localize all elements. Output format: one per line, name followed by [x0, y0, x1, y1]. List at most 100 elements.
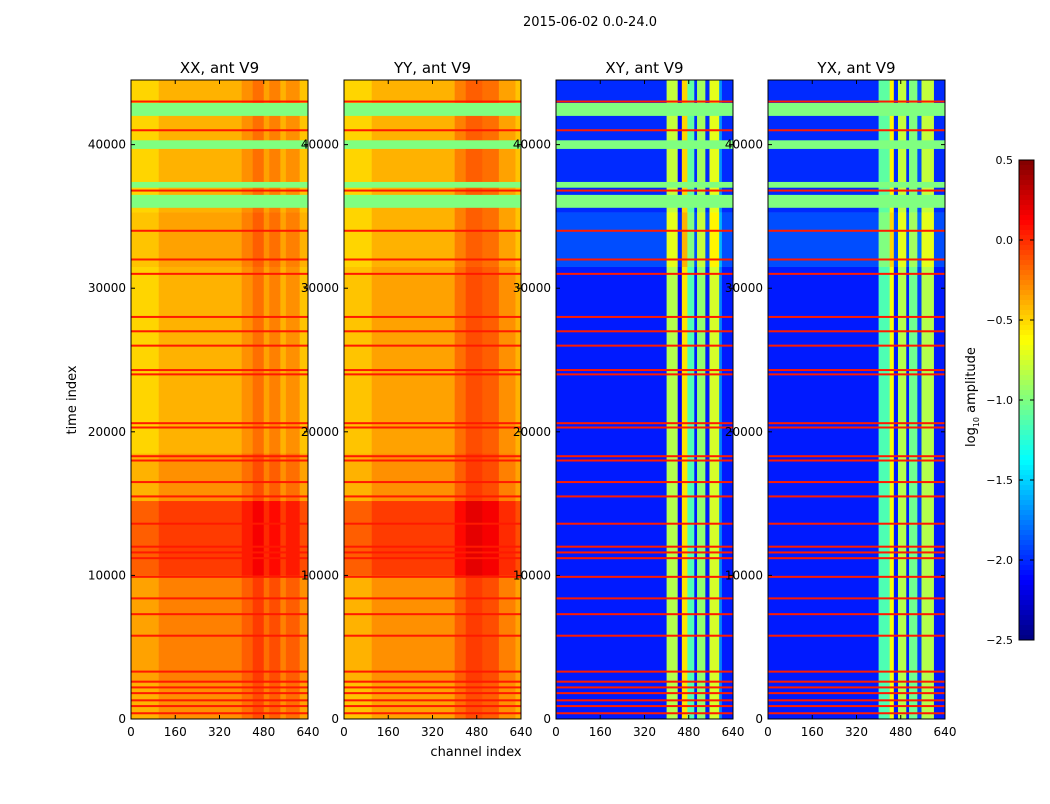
flagged-line [131, 699, 308, 702]
colorbar-swatch [1019, 200, 1034, 206]
heatmap-cell [269, 575, 281, 684]
heatmap-cell [252, 212, 265, 267]
heatmap-cell [498, 453, 516, 502]
heatmap-cell [158, 500, 242, 576]
flagged-line [556, 455, 733, 458]
heatmap-cell [344, 575, 372, 684]
flagged-line [768, 699, 945, 702]
colorbar-swatch [1019, 160, 1034, 166]
colorbar-swatch [1019, 520, 1034, 526]
colorbar-swatch [1019, 310, 1034, 316]
colorbar-swatch [1019, 245, 1034, 251]
colorbar-swatch [1019, 510, 1034, 516]
flagged-line [131, 551, 308, 554]
colorbar-swatch [1019, 495, 1034, 501]
colorbar-swatch [1019, 410, 1034, 416]
heatmap-cell [299, 453, 309, 502]
colorbar-swatch [1019, 440, 1034, 446]
heatmap-cell [252, 500, 265, 576]
flagged-line [344, 575, 521, 578]
flagged-line [344, 545, 521, 548]
colorbar-swatch [1019, 450, 1034, 456]
colorbar-swatch [1019, 530, 1034, 536]
heatmap-cell [299, 500, 309, 576]
flagged-band [131, 140, 308, 149]
colorbar-swatch [1019, 305, 1034, 311]
heatmap-cell [454, 500, 466, 576]
flagged-line [344, 481, 521, 484]
flagged-line [556, 686, 733, 689]
panels: XX, ant V9 0 160 320 480 640 0 10000 20000 30000 4… [88, 59, 957, 739]
colorbar-swatch [1019, 225, 1034, 231]
heatmap-cell [263, 266, 270, 454]
colorbar-swatch [1019, 235, 1034, 241]
colorbar-swatch [1019, 300, 1034, 306]
heatmap-cell [263, 212, 270, 267]
colorbar-swatch [1019, 485, 1034, 491]
panel-2: XY, ant V9 0 160 320 480 640 0 10000 20000 30000 4… [513, 59, 745, 739]
y-tick-label: 10000 [301, 568, 339, 582]
flagged-band [556, 140, 733, 149]
heatmap-cell [158, 266, 242, 454]
colorbar-swatch [1019, 415, 1034, 421]
heatmap-cell [285, 266, 301, 454]
flagged-line [556, 229, 733, 232]
flagged-line [344, 129, 521, 132]
heatmap-cell [269, 453, 281, 502]
flagged-line [556, 634, 733, 637]
colorbar-swatch [1019, 280, 1034, 286]
flagged-line [768, 459, 945, 462]
y-tick-label: 20000 [88, 425, 126, 439]
panel-1: YY, ant V9 0 160 320 480 640 0 10000 20000 30000 4… [301, 59, 533, 739]
colorbar-swatch [1019, 275, 1034, 281]
colorbar-swatch [1019, 195, 1034, 201]
flagged-line [131, 613, 308, 616]
colorbar-swatch [1019, 170, 1034, 176]
colorbar-swatch [1019, 610, 1034, 616]
colorbar-swatch [1019, 570, 1034, 576]
flagged-line [131, 712, 308, 715]
colorbar-swatch [1019, 290, 1034, 296]
figure-title: 2015-06-02 0.0-24.0 [523, 15, 657, 30]
flagged-line [556, 551, 733, 554]
colorbar-swatch [1019, 575, 1034, 581]
x-tick-label: 160 [589, 725, 612, 739]
heatmap-cell [465, 453, 483, 502]
flagged-line [556, 129, 733, 132]
heatmap-cell [921, 212, 935, 267]
flagged-line [768, 189, 945, 192]
x-tick-label: 640 [297, 725, 320, 739]
y-tick-label: 30000 [301, 281, 339, 295]
colorbar-swatch [1019, 250, 1034, 256]
colorbar-swatch [1019, 260, 1034, 266]
heatmap-cell [252, 575, 265, 684]
flagged-line [131, 597, 308, 600]
heatmap-cell [681, 266, 688, 720]
flagged-line [768, 712, 945, 715]
x-tick-label: 0 [764, 725, 772, 739]
x-tick-label: 320 [845, 725, 868, 739]
heatmap-cell [933, 212, 946, 267]
heatmap-cell [697, 266, 706, 720]
heatmap-cell [299, 212, 309, 267]
heatmap-cell [371, 266, 455, 454]
flagged-band [556, 102, 733, 116]
heatmap-cell [893, 212, 899, 267]
flagged-line [768, 330, 945, 333]
colorbar-swatch [1019, 435, 1034, 441]
flagged-line [768, 455, 945, 458]
flagged-line [768, 315, 945, 318]
colorbar-swatch [1019, 360, 1034, 366]
colorbar-swatch [1019, 330, 1034, 336]
colorbar: 0.5 0.0 −0.5 −1.0 −1.5 −2.0 −2.5 [986, 154, 1035, 647]
flagged-line [556, 330, 733, 333]
flagged-band [131, 181, 308, 188]
flagged-line [344, 426, 521, 429]
flagged-band [344, 102, 521, 116]
y-tick-label: 20000 [301, 425, 339, 439]
flagged-line [556, 680, 733, 683]
heatmap-cell [454, 575, 466, 684]
heatmap-cell [719, 266, 723, 720]
heatmap-cell [906, 266, 910, 720]
flagged-line [344, 597, 521, 600]
